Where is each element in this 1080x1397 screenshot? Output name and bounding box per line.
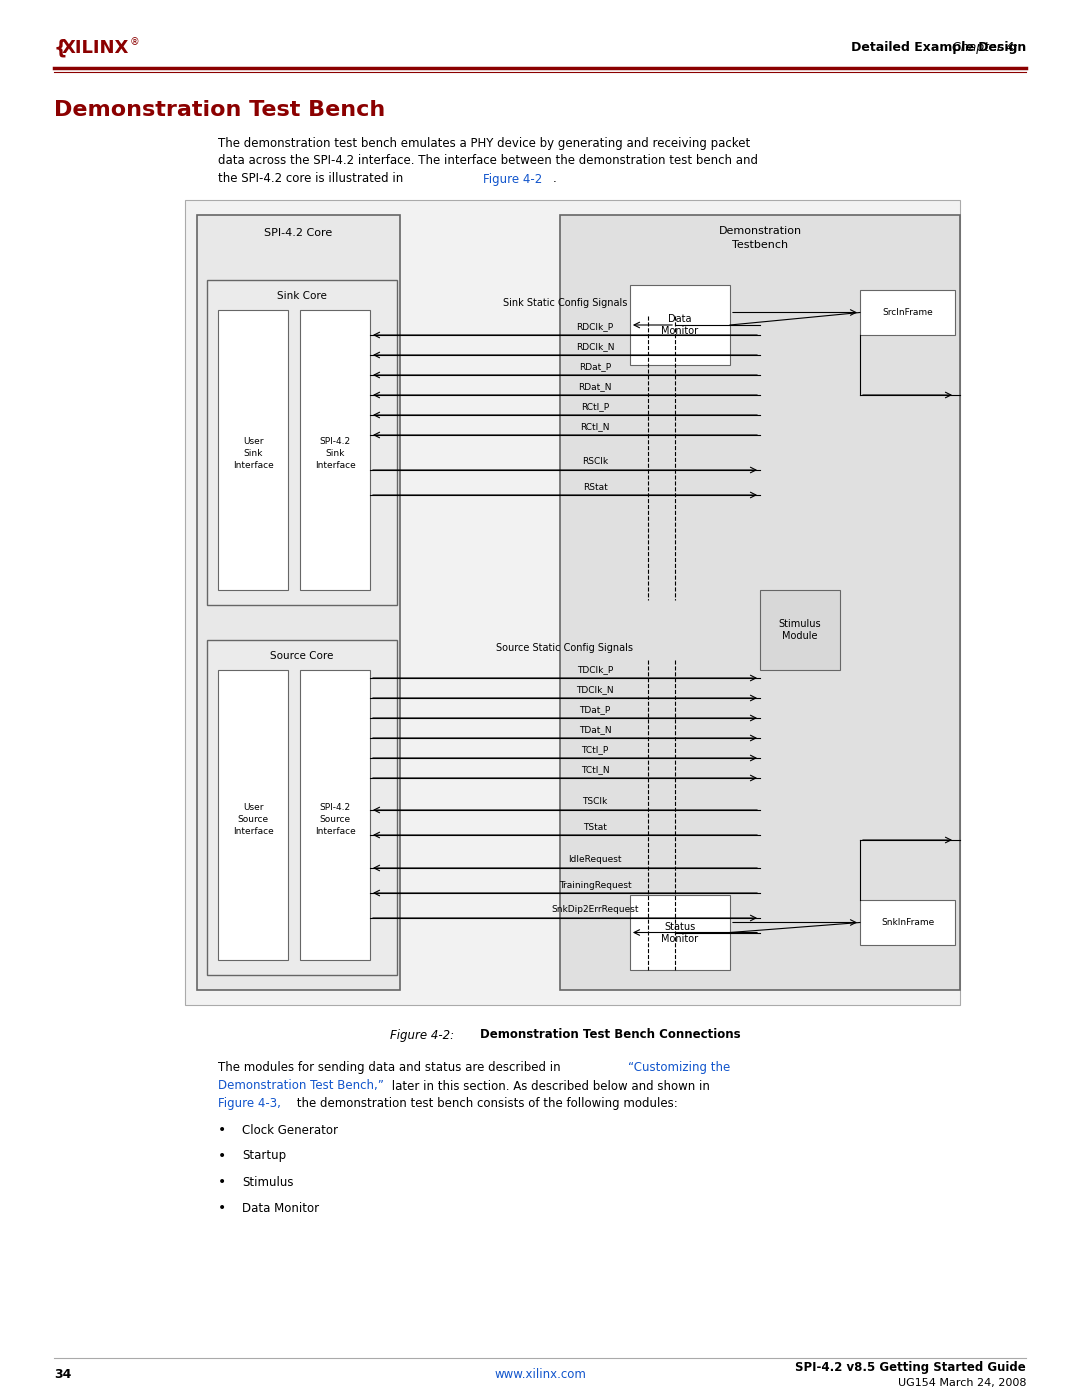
Text: Status: Status	[664, 922, 696, 932]
Text: TCtl_P: TCtl_P	[581, 746, 609, 754]
Text: TCtl_N: TCtl_N	[581, 766, 609, 774]
Text: SrcInFrame: SrcInFrame	[882, 307, 933, 317]
Bar	[300, 310, 370, 590]
Text: Chapter 4:: Chapter 4:	[951, 42, 1026, 54]
Text: The modules for sending data and status are described in: The modules for sending data and status …	[218, 1062, 565, 1074]
Text: TDClk_N: TDClk_N	[577, 686, 613, 694]
Text: Interface: Interface	[232, 461, 273, 471]
Bar	[218, 671, 288, 960]
Text: RDClk_N: RDClk_N	[576, 342, 615, 352]
Bar	[860, 900, 955, 944]
Bar	[197, 215, 400, 990]
Text: IdleRequest: IdleRequest	[568, 855, 622, 865]
Text: the demonstration test bench consists of the following modules:: the demonstration test bench consists of…	[293, 1098, 678, 1111]
Text: •: •	[218, 1123, 226, 1137]
Text: RDat_N: RDat_N	[578, 383, 611, 391]
Text: Source: Source	[238, 814, 269, 823]
Text: UG154 March 24, 2008: UG154 March 24, 2008	[897, 1377, 1026, 1389]
Text: the SPI-4.2 core is illustrated in: the SPI-4.2 core is illustrated in	[218, 172, 407, 186]
Text: TStat: TStat	[583, 823, 607, 831]
Text: Demonstration Test Bench Connections: Demonstration Test Bench Connections	[480, 1028, 741, 1042]
Text: TDat_P: TDat_P	[579, 705, 610, 714]
Bar	[860, 291, 955, 335]
Text: Interface: Interface	[314, 461, 355, 471]
Text: Monitor: Monitor	[661, 326, 699, 337]
Text: RCtl_P: RCtl_P	[581, 402, 609, 412]
Text: Sink: Sink	[325, 450, 345, 458]
Text: RDat_P: RDat_P	[579, 362, 611, 372]
Text: Clock Generator: Clock Generator	[242, 1123, 338, 1137]
Text: RSClk: RSClk	[582, 457, 608, 467]
Text: TrainingRequest: TrainingRequest	[558, 880, 632, 890]
Bar	[218, 310, 288, 590]
Text: SnkDip2ErrRequest: SnkDip2ErrRequest	[551, 905, 638, 915]
Text: Demonstration: Demonstration	[718, 226, 801, 236]
Text: The demonstration test bench emulates a PHY device by generating and receiving p: The demonstration test bench emulates a …	[218, 137, 751, 149]
Text: Sink Core: Sink Core	[278, 291, 327, 300]
Text: Source Core: Source Core	[270, 651, 334, 661]
Text: Sink: Sink	[243, 450, 262, 458]
Text: User: User	[243, 802, 264, 812]
Text: Figure 4-3,: Figure 4-3,	[218, 1098, 281, 1111]
Text: SPI-4.2: SPI-4.2	[320, 802, 351, 812]
Text: Startup: Startup	[242, 1150, 286, 1162]
Text: •: •	[218, 1175, 226, 1189]
Text: Source: Source	[320, 814, 351, 823]
Text: RStat: RStat	[582, 482, 607, 492]
Text: SnkInFrame: SnkInFrame	[881, 918, 934, 928]
Bar	[207, 279, 397, 605]
Text: Source Static Config Signals: Source Static Config Signals	[497, 643, 634, 652]
Text: later in this section. As described below and shown in: later in this section. As described belo…	[388, 1080, 710, 1092]
Text: Figure 4-2: Figure 4-2	[483, 172, 542, 186]
Text: Sink Static Config Signals: Sink Static Config Signals	[503, 298, 627, 307]
Text: SPI-4.2 Core: SPI-4.2 Core	[265, 228, 333, 237]
Bar	[207, 640, 397, 975]
Text: Stimulus: Stimulus	[242, 1175, 294, 1189]
Text: •: •	[218, 1148, 226, 1162]
Text: SPI-4.2 v8.5 Getting Started Guide: SPI-4.2 v8.5 Getting Started Guide	[795, 1362, 1026, 1375]
Bar	[630, 895, 730, 970]
Text: Interface: Interface	[314, 827, 355, 835]
Text: Detailed Example Design: Detailed Example Design	[768, 42, 1026, 54]
Text: •: •	[218, 1201, 226, 1215]
Text: Figure 4-2:: Figure 4-2:	[390, 1028, 454, 1042]
Bar	[185, 200, 960, 1004]
Text: RDClk_P: RDClk_P	[577, 323, 613, 331]
Text: XILINX: XILINX	[62, 39, 130, 57]
Text: Stimulus: Stimulus	[779, 619, 821, 629]
Bar	[630, 285, 730, 365]
Text: Testbench: Testbench	[732, 240, 788, 250]
Text: 34: 34	[54, 1369, 71, 1382]
Text: Module: Module	[782, 631, 818, 641]
Text: User: User	[243, 437, 264, 447]
Text: Data Monitor: Data Monitor	[242, 1201, 319, 1214]
Text: {: {	[54, 39, 68, 57]
Text: Demonstration Test Bench,”: Demonstration Test Bench,”	[218, 1080, 383, 1092]
Text: Data: Data	[669, 314, 692, 324]
Text: TSClk: TSClk	[582, 798, 608, 806]
Bar	[760, 590, 840, 671]
Text: SPI-4.2: SPI-4.2	[320, 437, 351, 447]
Bar	[561, 215, 960, 990]
Text: Interface: Interface	[232, 827, 273, 835]
Bar	[300, 671, 370, 960]
Text: Monitor: Monitor	[661, 933, 699, 943]
Text: TDClk_P: TDClk_P	[577, 665, 613, 675]
Text: .: .	[553, 172, 557, 186]
Text: www.xilinx.com: www.xilinx.com	[494, 1369, 586, 1382]
Text: RCtl_N: RCtl_N	[580, 422, 610, 432]
Text: TDat_N: TDat_N	[579, 725, 611, 735]
Text: ®: ®	[130, 36, 139, 47]
Text: “Customizing the: “Customizing the	[627, 1062, 730, 1074]
Text: data across the SPI-4.2 interface. The interface between the demonstration test : data across the SPI-4.2 interface. The i…	[218, 155, 758, 168]
Text: Demonstration Test Bench: Demonstration Test Bench	[54, 101, 386, 120]
